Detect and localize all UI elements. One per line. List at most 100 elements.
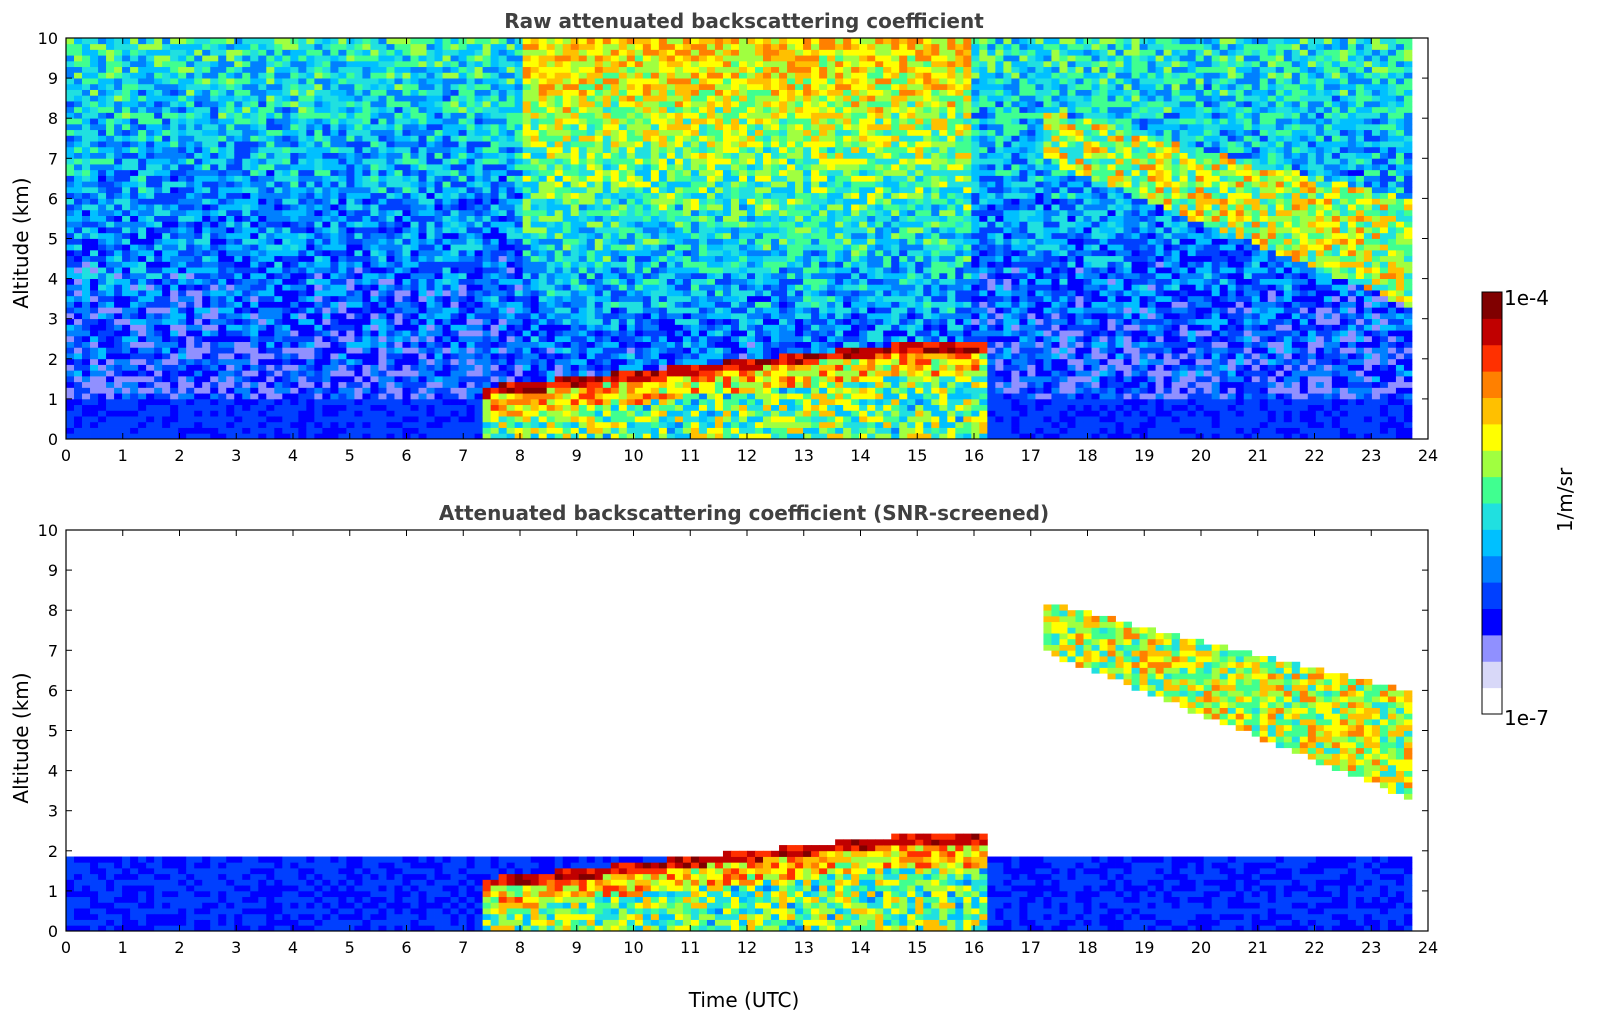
heatmap-cell — [186, 421, 195, 428]
heatmap-cell — [378, 404, 387, 411]
heatmap-cell — [194, 146, 203, 153]
heatmap-cell — [474, 112, 484, 119]
heatmap-cell — [202, 427, 211, 434]
heatmap-cell — [370, 198, 379, 205]
heatmap-cell — [258, 404, 267, 411]
heatmap-cell — [490, 427, 500, 434]
heatmap-cell — [194, 78, 203, 85]
heatmap-cell — [554, 135, 564, 142]
heatmap-cell — [146, 295, 155, 302]
heatmap-cell — [146, 118, 155, 125]
heatmap-cell — [258, 89, 267, 96]
heatmap-cell — [106, 209, 115, 216]
heatmap-cell — [242, 146, 251, 153]
heatmap-cell — [194, 393, 203, 400]
heatmap-cell — [74, 421, 83, 428]
heatmap-cell — [386, 433, 395, 440]
heatmap-cell — [186, 66, 195, 73]
heatmap-cell — [122, 89, 131, 96]
heatmap-cell — [354, 95, 363, 102]
heatmap-cell — [138, 181, 147, 188]
heatmap-cell — [266, 261, 275, 268]
heatmap-cell — [402, 249, 411, 257]
heatmap-cell — [474, 393, 484, 400]
heatmap-cell — [218, 267, 227, 274]
heatmap-cell — [418, 78, 427, 85]
heatmap-cell — [418, 123, 427, 131]
heatmap-cell — [90, 198, 99, 205]
heatmap-cell — [594, 146, 604, 153]
heatmap-cell — [90, 83, 99, 90]
heatmap-cell — [194, 221, 203, 228]
heatmap-cell — [522, 410, 532, 417]
heatmap-cell — [66, 404, 75, 411]
heatmap-cell — [610, 341, 620, 348]
heatmap-cell — [554, 123, 564, 131]
heatmap-cell — [234, 129, 243, 136]
heatmap-cell — [442, 410, 451, 417]
heatmap-cell — [82, 387, 91, 394]
heatmap-cell — [578, 152, 588, 159]
heatmap-cell — [298, 66, 307, 73]
heatmap-cell — [114, 204, 123, 211]
heatmap-cell — [146, 158, 155, 165]
heatmap-cell — [250, 353, 259, 360]
heatmap-cell — [170, 209, 179, 216]
heatmap-cell — [242, 353, 251, 360]
heatmap-cell — [194, 335, 203, 343]
heatmap-cell — [618, 169, 628, 176]
heatmap-cell — [594, 324, 604, 331]
heatmap-cell — [346, 244, 355, 251]
heatmap-cell — [154, 341, 163, 348]
heatmap-cell — [386, 175, 395, 182]
heatmap-cell — [146, 278, 155, 285]
heatmap-cell — [586, 278, 596, 285]
heatmap-cell — [562, 95, 572, 102]
heatmap-cell — [466, 421, 475, 428]
heatmap-cell — [74, 370, 83, 377]
heatmap-cell — [82, 261, 91, 268]
heatmap-cell — [474, 290, 484, 297]
heatmap-cell — [466, 146, 475, 153]
heatmap-cell — [338, 118, 347, 125]
heatmap-cell — [378, 393, 387, 400]
heatmap-cell — [474, 267, 484, 274]
heatmap-cell — [258, 267, 267, 274]
heatmap-cell — [554, 416, 564, 423]
heatmap-cell — [122, 38, 131, 45]
heatmap-cell — [610, 158, 620, 165]
heatmap-cell — [178, 181, 187, 188]
heatmap-cell — [554, 261, 564, 268]
heatmap-cell — [506, 221, 516, 228]
heatmap-cell — [554, 244, 564, 251]
heatmap-cell — [490, 335, 500, 343]
heatmap-cell — [418, 358, 427, 365]
heatmap-cell — [354, 204, 363, 211]
heatmap-cell — [266, 284, 275, 291]
heatmap-cell — [218, 146, 227, 153]
heatmap-cell — [202, 255, 211, 262]
heatmap-cell — [114, 152, 123, 159]
heatmap-cell — [242, 129, 251, 136]
heatmap-cell — [354, 152, 363, 159]
heatmap-cell — [618, 312, 628, 320]
heatmap-cell — [250, 324, 259, 331]
heatmap-cell — [346, 238, 355, 245]
heatmap-cell — [314, 221, 323, 228]
heatmap-cell — [418, 335, 427, 343]
heatmap-cell — [122, 123, 131, 131]
heatmap-cell — [258, 370, 267, 377]
heatmap-cell — [98, 272, 107, 279]
heatmap-cell — [354, 164, 363, 171]
heatmap-cell — [490, 244, 500, 251]
heatmap-cell — [122, 341, 131, 348]
heatmap-cell — [74, 353, 83, 360]
heatmap-cell — [330, 101, 339, 108]
heatmap-cell — [554, 267, 564, 274]
heatmap-cell — [90, 66, 99, 73]
heatmap-cell — [530, 209, 540, 216]
heatmap-cell — [250, 244, 259, 251]
heatmap-cell — [546, 55, 556, 62]
heatmap-cell — [610, 55, 620, 62]
heatmap-cell — [330, 301, 339, 308]
